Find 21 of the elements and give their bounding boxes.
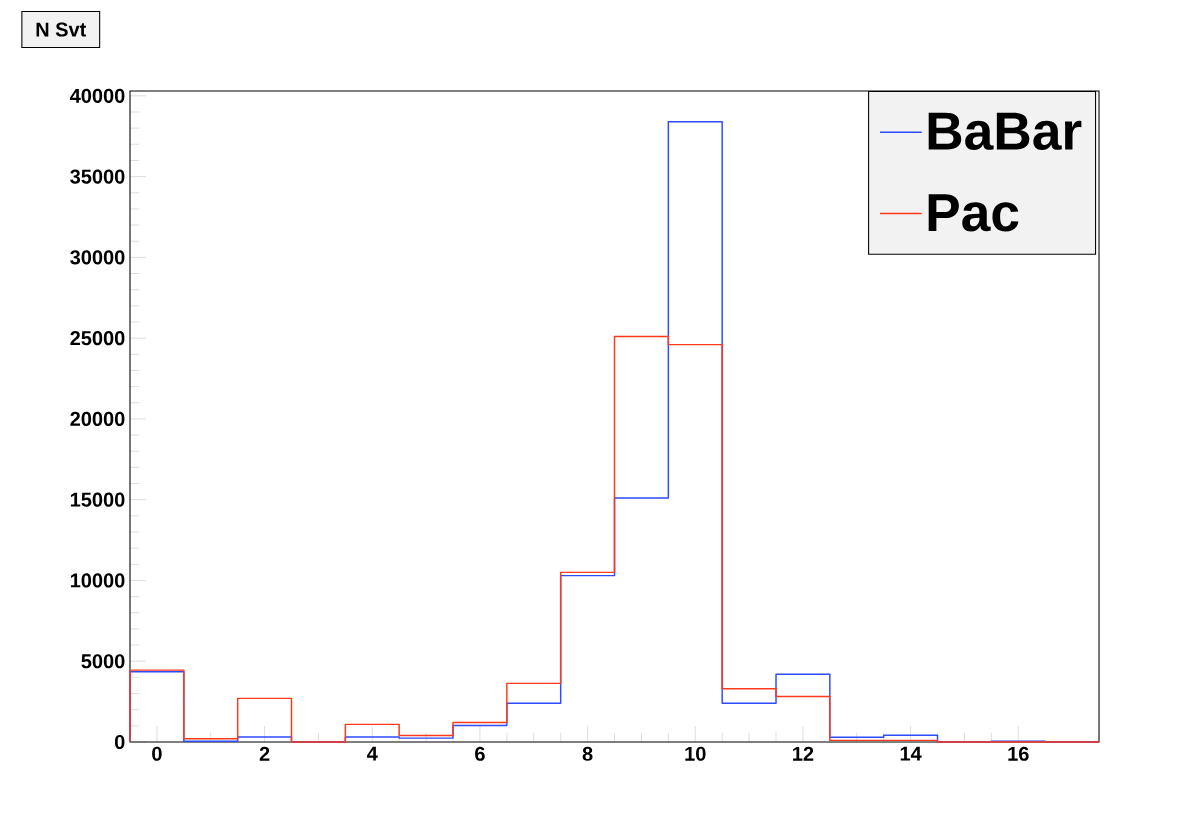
chart-title: N Svt bbox=[36, 22, 87, 37]
y-tick-label: 30000 bbox=[70, 250, 125, 265]
x-tick-label: 0 bbox=[152, 746, 162, 761]
y-tick-label: 0 bbox=[114, 734, 125, 750]
legend-label: Pac bbox=[928, 194, 1019, 232]
legend-label: BaBar bbox=[928, 112, 1082, 151]
x-tick-label: 2 bbox=[259, 746, 270, 761]
x-tick-label: 14 bbox=[900, 746, 922, 761]
x-tick-label: 12 bbox=[793, 746, 814, 761]
y-tick-label: 20000 bbox=[70, 411, 125, 426]
y-tick-label: 35000 bbox=[70, 169, 125, 184]
y-tick-label: 40000 bbox=[69, 88, 125, 103]
x-tick-label: 8 bbox=[582, 746, 593, 761]
y-tick-label: 25000 bbox=[70, 331, 125, 346]
y-tick-label: 5000 bbox=[81, 654, 125, 669]
x-tick-label: 10 bbox=[685, 746, 706, 761]
y-tick-label: 10000 bbox=[70, 573, 125, 588]
y-tick-label: 15000 bbox=[70, 492, 125, 507]
x-tick-label: 4 bbox=[366, 746, 378, 761]
x-tick-label: 6 bbox=[475, 746, 485, 761]
x-tick-label: 16 bbox=[1008, 746, 1029, 761]
